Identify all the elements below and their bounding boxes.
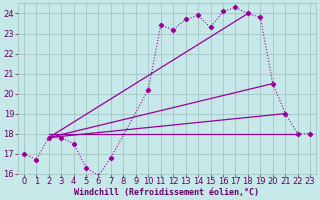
X-axis label: Windchill (Refroidissement éolien,°C): Windchill (Refroidissement éolien,°C) [75,188,260,197]
